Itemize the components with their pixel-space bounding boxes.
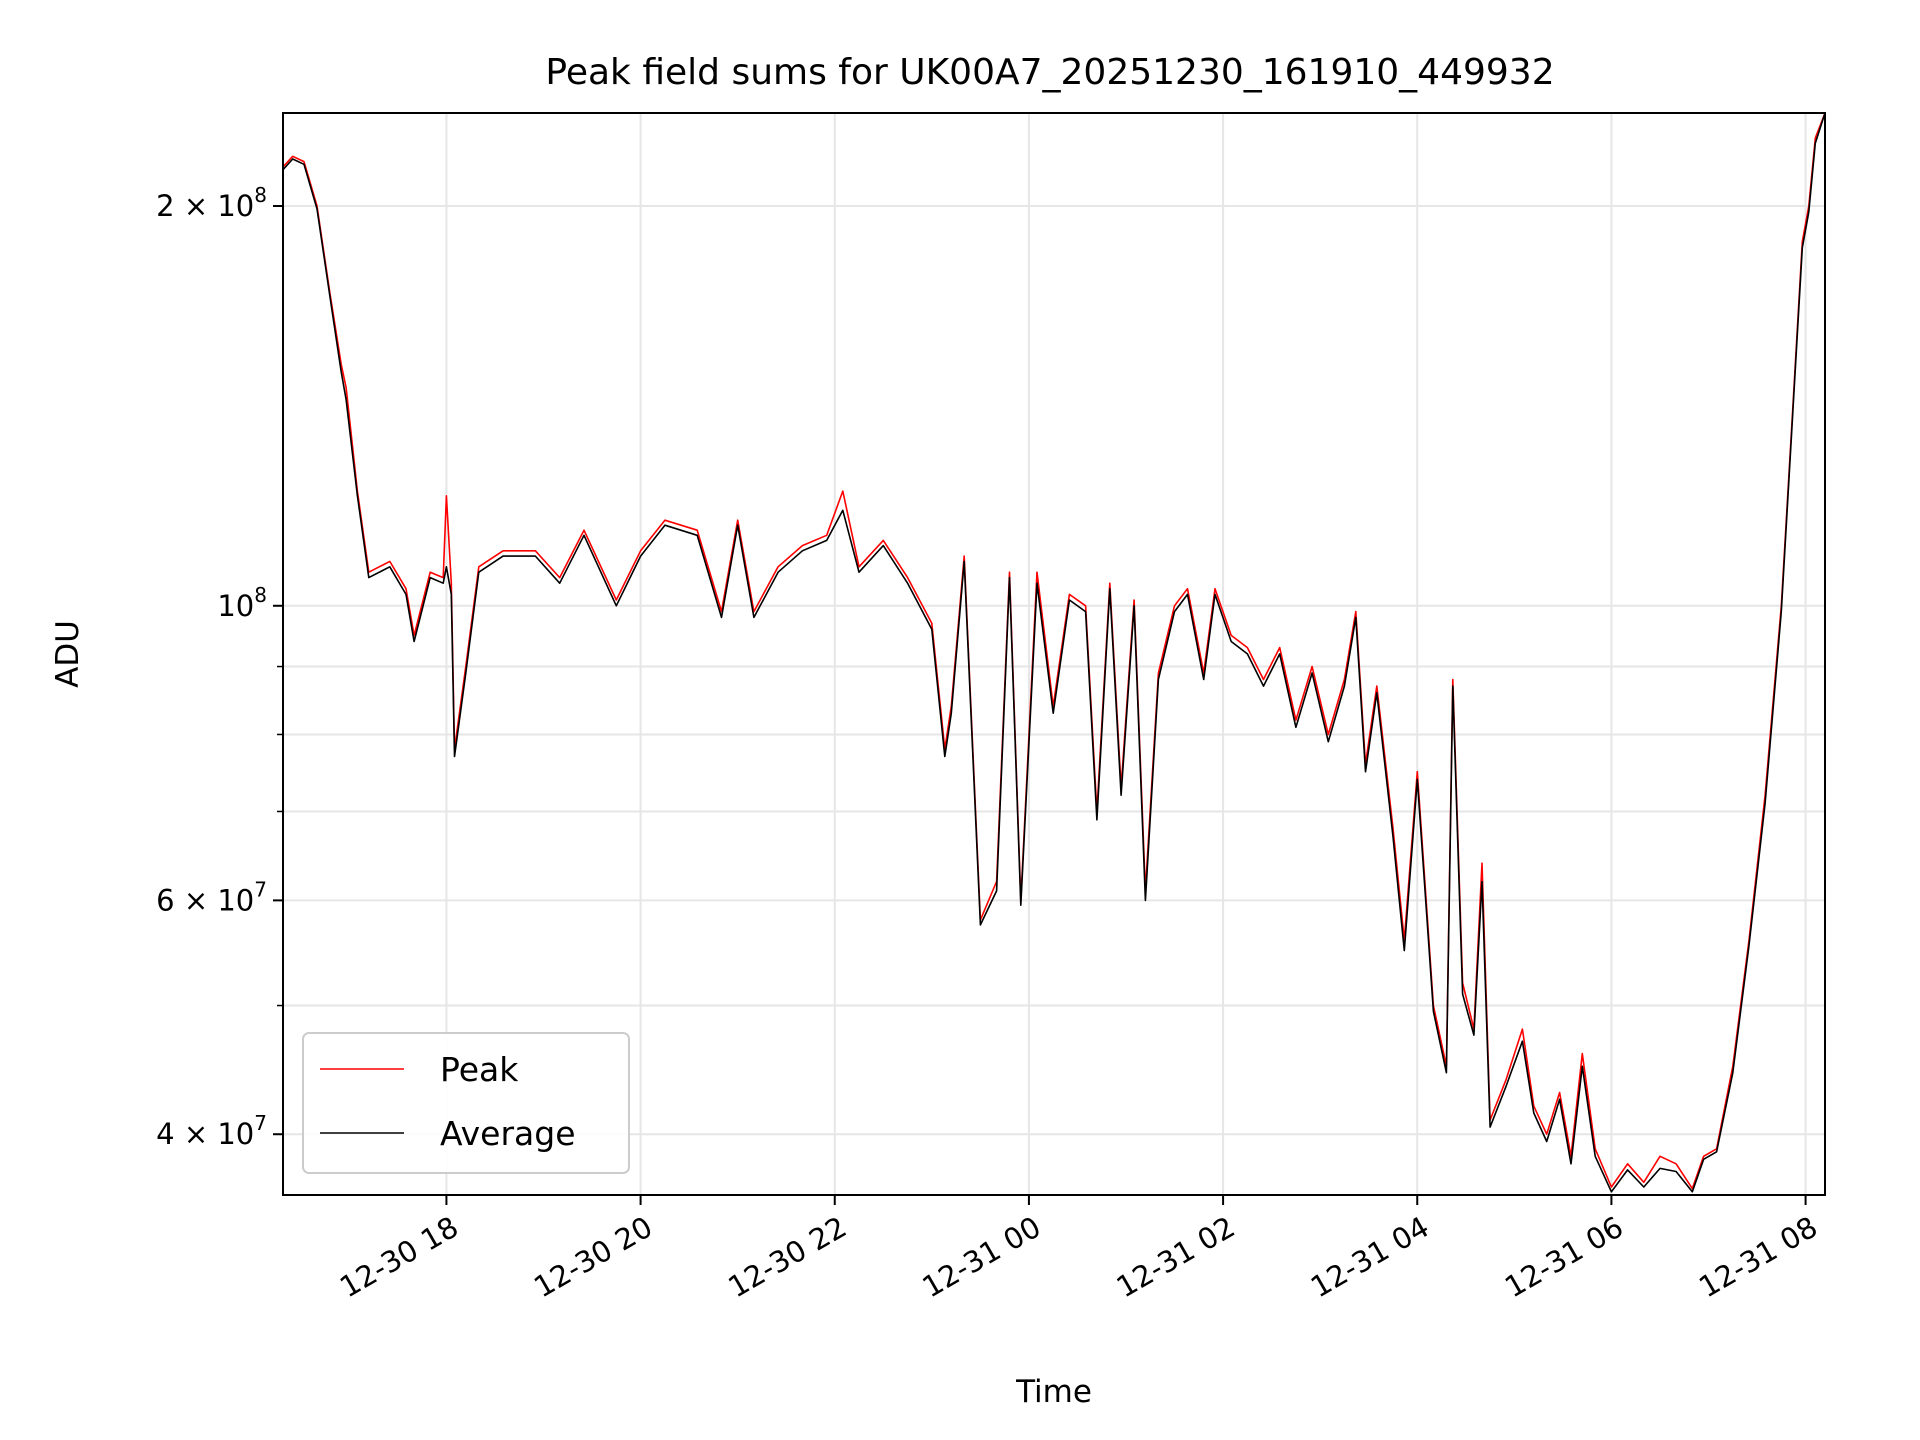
chart-title: Peak field sums for UK00A7_20251230_1619… [545, 52, 1554, 93]
y-tick-label: 6 × 107 [156, 877, 267, 917]
legend-box [302, 1032, 630, 1174]
y-tick-label: 108 [217, 583, 267, 623]
legend-average-label: Average [440, 1114, 576, 1153]
y-axis: 4 × 107 6 × 107 108 2 × 108 [156, 183, 283, 1151]
grid [283, 113, 1825, 1195]
y-tick-label: 4 × 107 [156, 1111, 267, 1151]
legend: Peak Average [302, 1032, 630, 1174]
series-lines [283, 113, 1825, 1193]
legend-peak-label: Peak [440, 1050, 519, 1089]
plot-frame [282, 112, 1826, 1196]
series-line-average [283, 113, 1825, 1193]
y-tick-label: 2 × 108 [156, 183, 267, 223]
y-axis-label: ADU [50, 620, 86, 688]
x-axis-label: Time [1015, 1374, 1092, 1410]
